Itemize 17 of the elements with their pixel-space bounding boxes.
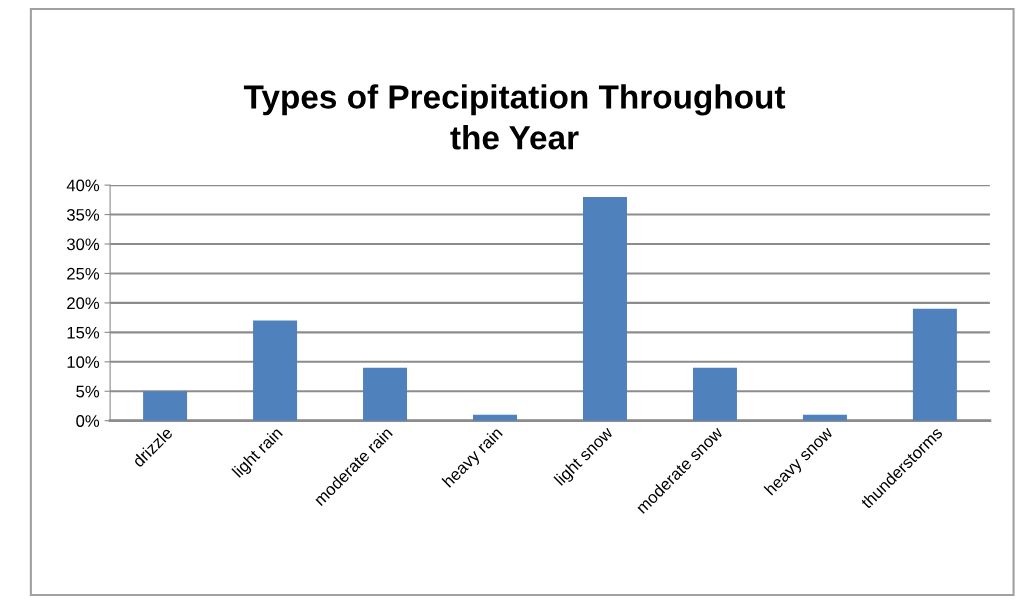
y-tick-label: 10%: [67, 356, 100, 369]
y-tick-label: 35%: [66, 208, 100, 221]
chart-title: Types of Precipitation Throughout the Year: [243, 84, 786, 150]
x-tick-label: light rain: [231, 426, 286, 481]
y-tick-label: 15%: [67, 326, 100, 339]
bar: [363, 367, 408, 421]
y-tick-label: 25%: [67, 267, 100, 280]
y-tick-label: 5%: [76, 385, 100, 398]
bar: [582, 196, 627, 421]
y-tick-label: 0%: [76, 415, 100, 427]
bar: [912, 308, 957, 421]
y-tick-label: 30%: [66, 238, 100, 251]
y-tick-label: 20%: [67, 297, 100, 310]
bar: [692, 367, 737, 421]
bar: [143, 391, 188, 421]
bar: [253, 320, 298, 421]
y-tick-label: 40%: [66, 179, 100, 192]
